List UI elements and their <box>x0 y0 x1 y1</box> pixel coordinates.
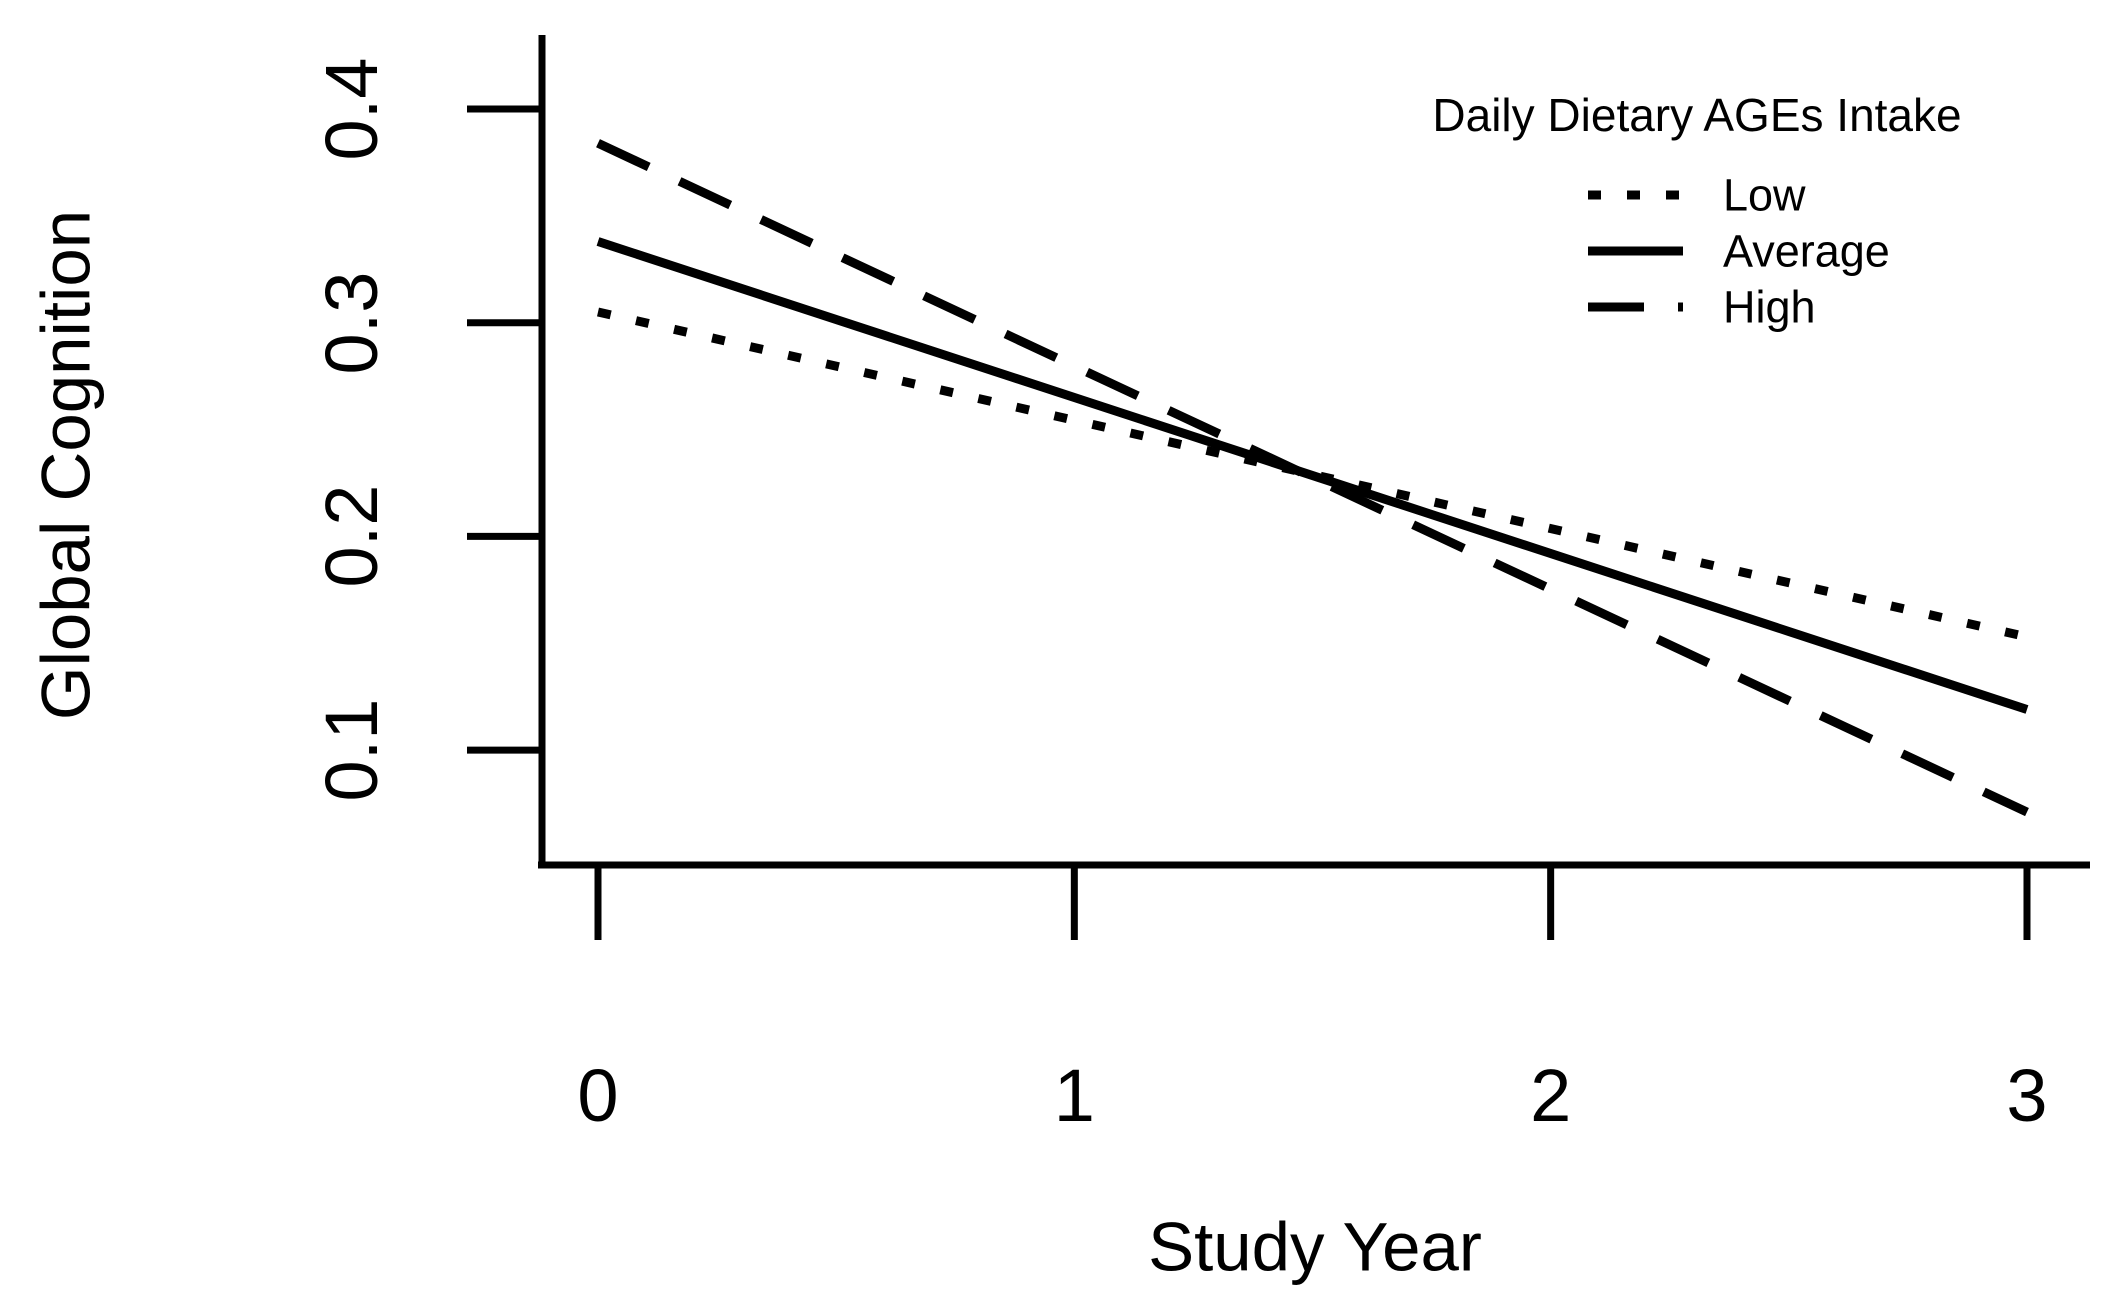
legend-title: Daily Dietary AGEs Intake <box>1432 89 1962 141</box>
series-line-high <box>596 139 2029 817</box>
y-tick-label: 0.1 <box>310 698 393 802</box>
y-axis-title: Global Cognition <box>27 209 105 721</box>
legend-item-label-high: High <box>1723 281 1816 333</box>
series-line-average <box>596 237 2029 714</box>
y-tick-label: 0.4 <box>310 57 393 161</box>
legend-item-label-average: Average <box>1723 225 1890 277</box>
y-tick-label: 0.3 <box>310 271 393 375</box>
y-tick-label: 0.2 <box>310 484 393 588</box>
x-axis-title: Study Year <box>1148 1208 1482 1286</box>
x-tick-label: 0 <box>577 1054 619 1137</box>
x-tick-label: 3 <box>2006 1054 2048 1137</box>
x-tick-label: 2 <box>1530 1054 1572 1137</box>
x-tick-label: 1 <box>1053 1054 1095 1137</box>
legend-item-label-low: Low <box>1723 169 1806 221</box>
series-line-low <box>597 307 2028 642</box>
